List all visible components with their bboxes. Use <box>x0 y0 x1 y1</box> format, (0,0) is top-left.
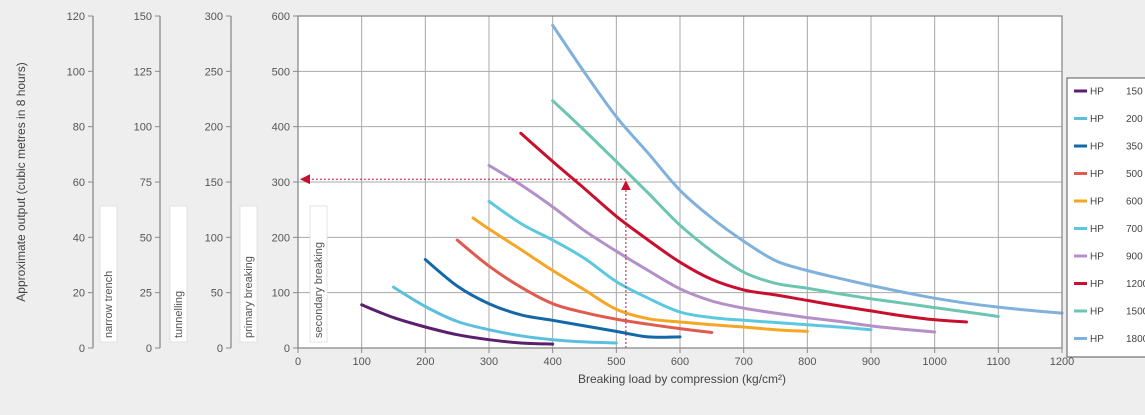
y-tick-label: 300 <box>205 11 223 23</box>
y-tick-label: 75 <box>140 177 152 189</box>
legend-label: HP <box>1090 169 1104 180</box>
y-tick-label: 80 <box>73 122 85 134</box>
legend-size: 1800 <box>1126 334 1145 345</box>
axis-ticks: 0 100 200 300 400 500 600 700 800 900 1000 1100 1200 <box>295 348 1074 368</box>
y-tick-label: 125 <box>134 66 152 78</box>
axis-category-box <box>239 205 258 343</box>
series-line-hp-200 <box>392 285 618 345</box>
axis-category-label: secondary breaking <box>313 242 325 338</box>
series-line-hp-150 <box>360 303 555 346</box>
y-tick-label: 50 <box>211 288 223 300</box>
series-line-hp-1200 <box>519 131 968 324</box>
legend-label: HP <box>1090 114 1104 125</box>
y-tick-label: 500 <box>272 66 290 78</box>
axis-category-label: narrow trench <box>103 271 115 338</box>
legend-size: 900 <box>1126 252 1143 263</box>
legend-size: 1500 <box>1126 307 1145 318</box>
series-line-hp-1500 <box>551 99 1000 318</box>
legend-label: HP <box>1090 307 1104 318</box>
legend-label: HP <box>1090 334 1104 345</box>
series-lines <box>360 23 1064 346</box>
y-tick-label: 250 <box>205 66 223 78</box>
y-tick-label: 300 <box>272 177 290 189</box>
y-tick-label: 100 <box>272 288 290 300</box>
series-line-hp-350 <box>423 258 682 339</box>
series-line-hp-1800 <box>551 23 1064 315</box>
y-tick-label: 50 <box>140 232 152 244</box>
y-tick-label: 400 <box>272 122 290 134</box>
legend-size: 600 <box>1126 197 1143 208</box>
y-tick-label: 200 <box>205 122 223 134</box>
series-line-hp-900 <box>487 163 937 334</box>
axis-category-box <box>309 205 328 343</box>
x-tick-label: 500 <box>607 356 625 368</box>
legend-size: 200 <box>1126 114 1143 125</box>
y-tick-label: 150 <box>134 11 152 23</box>
legend: HP 150 HP 200 HP 350 HP 500 HP 600 HP 700 HP 900 HP 120… <box>1066 77 1145 358</box>
y-tick-label: 20 <box>73 288 85 300</box>
x-tick-label: 300 <box>480 356 498 368</box>
y-axis-title: Approximate output (cubic metres in 8 ho… <box>14 62 28 301</box>
legend-label: HP <box>1090 197 1104 208</box>
legend-label: HP <box>1090 142 1104 153</box>
x-tick-label: 1200 <box>1050 356 1074 368</box>
y-tick-label: 120 <box>67 11 85 23</box>
y-tick-label: 25 <box>140 288 152 300</box>
axis-category-label: primary breaking <box>243 256 255 338</box>
x-tick-label: 100 <box>352 356 370 368</box>
legend-label: HP <box>1090 252 1104 263</box>
y-tick-label: 150 <box>205 177 223 189</box>
y-tick-label: 100 <box>134 122 152 134</box>
x-tick-label: 1000 <box>922 356 946 368</box>
x-tick-label: 600 <box>671 356 689 368</box>
y-tick-label: 100 <box>67 66 85 78</box>
legend-label: HP <box>1090 279 1104 290</box>
legend-label: HP <box>1090 87 1104 98</box>
series-line-hp-500 <box>455 238 714 334</box>
y-tick-label: 0 <box>146 343 152 355</box>
x-tick-label: 800 <box>798 356 816 368</box>
legend-size: 1200 <box>1126 279 1145 290</box>
legend-size: 150 <box>1126 87 1143 98</box>
y-tick-label: 0 <box>284 343 290 355</box>
y-tick-label: 0 <box>217 343 223 355</box>
legend-size: 500 <box>1126 169 1143 180</box>
legend-size: 350 <box>1126 142 1143 153</box>
secondary-axes: 0 20 40 60 80 100 120 narrow trench 0 25 50 75 100 12… <box>67 11 328 355</box>
grid <box>298 16 1062 348</box>
x-tick-label: 900 <box>862 356 880 368</box>
x-tick-label: 1100 <box>987 356 1011 368</box>
x-tick-label: 200 <box>416 356 434 368</box>
series-line-hp-600 <box>471 216 809 333</box>
y-tick-label: 0 <box>79 343 85 355</box>
x-tick-label: 0 <box>295 356 301 368</box>
y-tick-label: 60 <box>73 177 85 189</box>
series-line-hp-700 <box>487 199 873 332</box>
y-tick-label: 100 <box>205 232 223 244</box>
y-tick-label: 200 <box>272 232 290 244</box>
x-tick-label: 700 <box>734 356 752 368</box>
x-tick-label: 400 <box>543 356 561 368</box>
legend-size: 700 <box>1126 224 1143 235</box>
axis-category-box <box>99 205 118 343</box>
axis-category-box <box>169 205 188 343</box>
legend-label: HP <box>1090 224 1104 235</box>
y-tick-label: 600 <box>272 11 290 23</box>
axis-category-label: tunnelling <box>173 291 185 338</box>
y-tick-label: 40 <box>73 232 85 244</box>
x-axis-title: Breaking load by compression (kg/cm²) <box>578 372 786 386</box>
